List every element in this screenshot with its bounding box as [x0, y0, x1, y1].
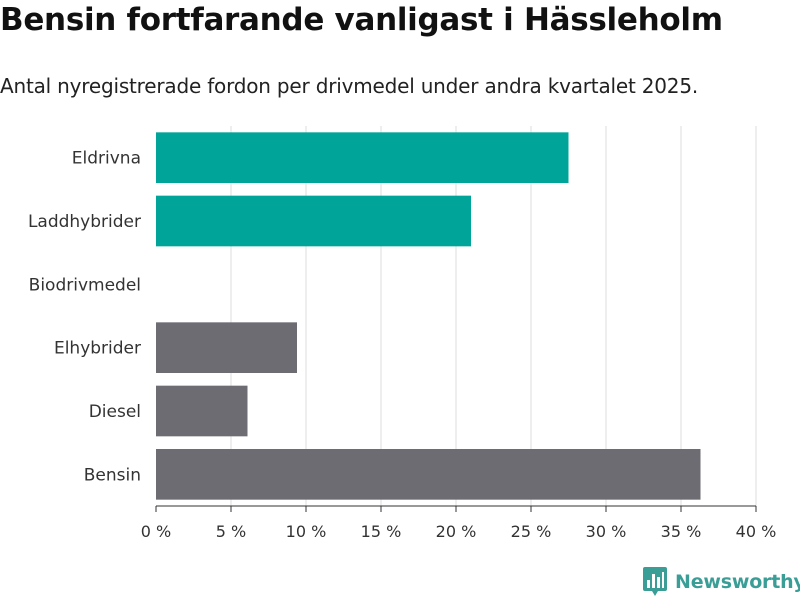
category-label: Biodrivmedel — [29, 275, 141, 295]
chart-subtitle: Antal nyregistrerade fordon per drivmede… — [0, 74, 699, 98]
bar-bensin — [156, 449, 701, 500]
bar-eldrivna — [156, 132, 569, 183]
x-tick-label: 10 % — [286, 522, 327, 541]
gridlines — [230, 126, 757, 506]
bar-elhybrider — [156, 322, 297, 373]
category-labels: Eldrivna Laddhybrider Biodrivmedel Elhybrid… — [28, 149, 141, 486]
x-tick-label: 35 % — [661, 522, 702, 541]
category-label: Elhybrider — [54, 339, 141, 359]
x-axis: 0 % 5 % 10 % 15 % 20 % 25 % 30 % 35 % 40 % — [141, 505, 777, 541]
category-label: Bensin — [84, 465, 141, 485]
x-tick-label: 25 % — [511, 522, 552, 541]
x-tick-label: 20 % — [436, 522, 477, 541]
chart-title: Bensin fortfarande vanligast i Hässlehol… — [0, 2, 723, 38]
category-label: Laddhybrider — [28, 212, 141, 232]
x-tick-label: 30 % — [586, 522, 627, 541]
x-tick-label: 40 % — [736, 522, 777, 541]
bar-chart: 0 % 5 % 10 % 15 % 20 % 25 % 30 % 35 % 40 % Eldri… — [28, 126, 777, 541]
bar-laddhybrider — [156, 195, 471, 247]
category-label: Eldrivna — [72, 149, 141, 169]
bar-diesel — [156, 385, 248, 437]
bars — [156, 132, 701, 500]
brand-name: Newsworthy — [675, 571, 800, 593]
x-tick-label: 15 % — [361, 522, 402, 541]
x-tick-label: 0 % — [141, 522, 171, 541]
x-tick-label: 5 % — [216, 522, 246, 541]
category-label: Diesel — [89, 402, 141, 422]
newsworthy-logo: Newsworthy — [643, 567, 800, 597]
bar-chart-speech-bubble-icon — [643, 567, 667, 596]
